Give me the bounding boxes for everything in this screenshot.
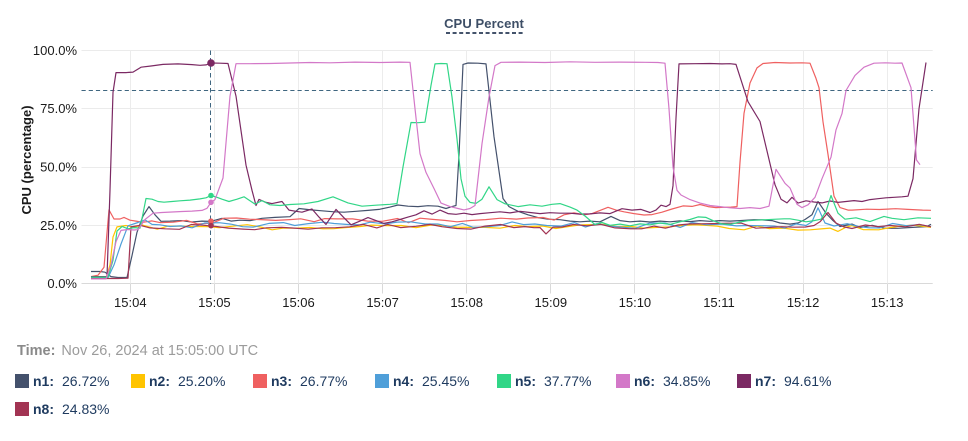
svg-text:15:07: 15:07 [366, 295, 399, 310]
svg-text:25.0%: 25.0% [40, 218, 77, 233]
svg-text:15:05: 15:05 [198, 295, 231, 310]
svg-text:50.0%: 50.0% [40, 160, 77, 175]
svg-text:15:04: 15:04 [114, 295, 147, 310]
svg-text:15:11: 15:11 [703, 295, 735, 310]
svg-text:15:10: 15:10 [619, 295, 652, 310]
svg-text:75.0%: 75.0% [40, 101, 77, 116]
svg-text:15:13: 15:13 [871, 295, 904, 310]
svg-text:15:12: 15:12 [787, 295, 820, 310]
svg-text:0.0%: 0.0% [47, 276, 77, 291]
svg-text:100.0%: 100.0% [33, 43, 78, 58]
svg-text:CPU (percentage): CPU (percentage) [19, 105, 34, 214]
svg-text:15:08: 15:08 [450, 295, 483, 310]
svg-text:15:06: 15:06 [282, 295, 315, 310]
svg-text:15:09: 15:09 [535, 295, 568, 310]
